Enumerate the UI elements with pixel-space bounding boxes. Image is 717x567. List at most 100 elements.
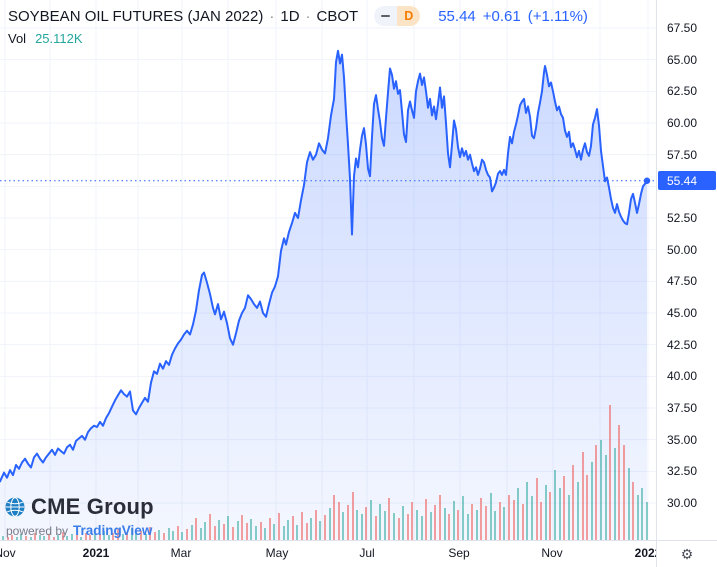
volume-bar [595, 445, 597, 540]
volume-bar [25, 536, 27, 540]
volume-bar [296, 525, 298, 540]
volume-bar [20, 534, 22, 540]
volume-bar [30, 537, 32, 540]
volume-bar [126, 532, 128, 540]
price-axis-label: 30.00 [667, 496, 698, 510]
volume-bar [425, 499, 427, 540]
price-axis-label: 57.50 [667, 147, 698, 162]
price-axis-label: 32.50 [667, 464, 698, 479]
volume-bar [591, 462, 593, 540]
volume-bar [117, 529, 119, 540]
minus-icon[interactable] [374, 6, 398, 26]
volume-bar [186, 529, 188, 540]
time-axis-label: May [265, 546, 289, 560]
volume-bar [623, 445, 625, 540]
volume-bar [269, 518, 271, 540]
volume-bar [237, 521, 239, 540]
volume-bar [356, 510, 358, 540]
volume-bar [264, 528, 266, 540]
volume-bar [398, 518, 400, 540]
volume-bar [393, 513, 395, 540]
volume-bar [531, 496, 533, 540]
volume-bar [370, 500, 372, 540]
volume-bar [333, 495, 335, 540]
volume-bar [149, 527, 151, 540]
volume-bar [191, 525, 193, 540]
volume-bar [260, 522, 262, 540]
price-area-chart[interactable] [0, 0, 656, 540]
volume-bar [379, 504, 381, 540]
volume-bar [195, 518, 197, 540]
volume-bar [53, 537, 55, 540]
last-price: 55.44 [438, 7, 476, 25]
price-line [0, 49, 648, 483]
time-axis-label: 2022 [634, 546, 662, 560]
interval-label[interactable]: 1D [280, 7, 300, 25]
price-axis-label: 52.50 [667, 211, 698, 225]
volume-bar [430, 512, 432, 540]
volume-bar [66, 536, 68, 540]
chart-pane[interactable] [0, 0, 656, 540]
volume-bar [11, 535, 13, 540]
volume-bar [319, 521, 321, 540]
volume-bar [513, 500, 515, 540]
tradingview-brand-link[interactable]: TradingView [73, 523, 153, 538]
price-axis-label: 62.50 [667, 84, 698, 99]
volume-bar [7, 537, 9, 540]
separator-dot: · [305, 7, 311, 25]
volume-bar [384, 511, 386, 540]
volume-bar [434, 505, 436, 540]
volume-bar [407, 514, 409, 540]
volume-bar [135, 533, 137, 540]
volume-bar [582, 452, 584, 540]
price-axis[interactable]: 55.44 67.50 65.00 62.50 60.00 57.50 52.50 50.0… [656, 0, 717, 540]
volume-bar [218, 520, 220, 540]
symbol-title[interactable]: SOYBEAN OIL FUTURES (JAN 2022) [8, 7, 264, 25]
time-axis[interactable]: Nov 2021 Mar May Jul Sep Nov 2022 [0, 540, 717, 567]
exchange-label[interactable]: CBOT [316, 7, 359, 25]
volume-bar [600, 440, 602, 540]
volume-bar [628, 468, 630, 540]
volume-bar [122, 534, 124, 540]
volume-bar [48, 534, 50, 540]
volume-bar [342, 512, 344, 540]
time-axis-label: 2021 [82, 546, 110, 560]
volume-bar [292, 516, 294, 540]
powered-by-label: powered by [6, 524, 69, 538]
volume-bar [494, 511, 496, 540]
time-axis-label: Jul [359, 546, 375, 560]
volume-bar [172, 531, 174, 540]
volume-bar [568, 495, 570, 540]
price-change-percent: (+1.11%) [527, 7, 588, 25]
daily-interval-badge[interactable]: D [397, 6, 421, 26]
volume-bar [181, 532, 183, 540]
volume-bar [103, 531, 105, 540]
volume-bar [241, 515, 243, 540]
price-axis-label: 45.00 [667, 306, 698, 320]
volume-bar [637, 495, 639, 540]
volume-bar [287, 520, 289, 540]
volume-bar [457, 510, 459, 540]
current-price-tag: 55.44 [658, 171, 716, 191]
time-axis-label: Sep [448, 546, 470, 560]
volume-bar [62, 532, 64, 540]
volume-bar [522, 504, 524, 540]
volume-bar [94, 534, 96, 540]
cme-group-logo-text[interactable]: CME Group [31, 494, 154, 519]
volume-bar [503, 507, 505, 540]
volume-bar [545, 485, 547, 540]
volume-bar [76, 535, 78, 540]
volume-bar [586, 475, 588, 540]
price-axis-label: 40.00 [667, 369, 698, 384]
volume-bar [361, 514, 363, 540]
volume-value: 25.112K [35, 31, 83, 46]
volume-bar [204, 522, 206, 540]
volume-bar [39, 535, 41, 540]
volume-label[interactable]: Vol [8, 31, 27, 46]
settings-gear-icon[interactable]: ⚙ [680, 546, 694, 562]
volume-bar [209, 514, 211, 540]
interval-badge[interactable]: D [374, 6, 421, 26]
price-axis-label: 60.00 [667, 116, 698, 130]
volume-bar [177, 526, 179, 540]
